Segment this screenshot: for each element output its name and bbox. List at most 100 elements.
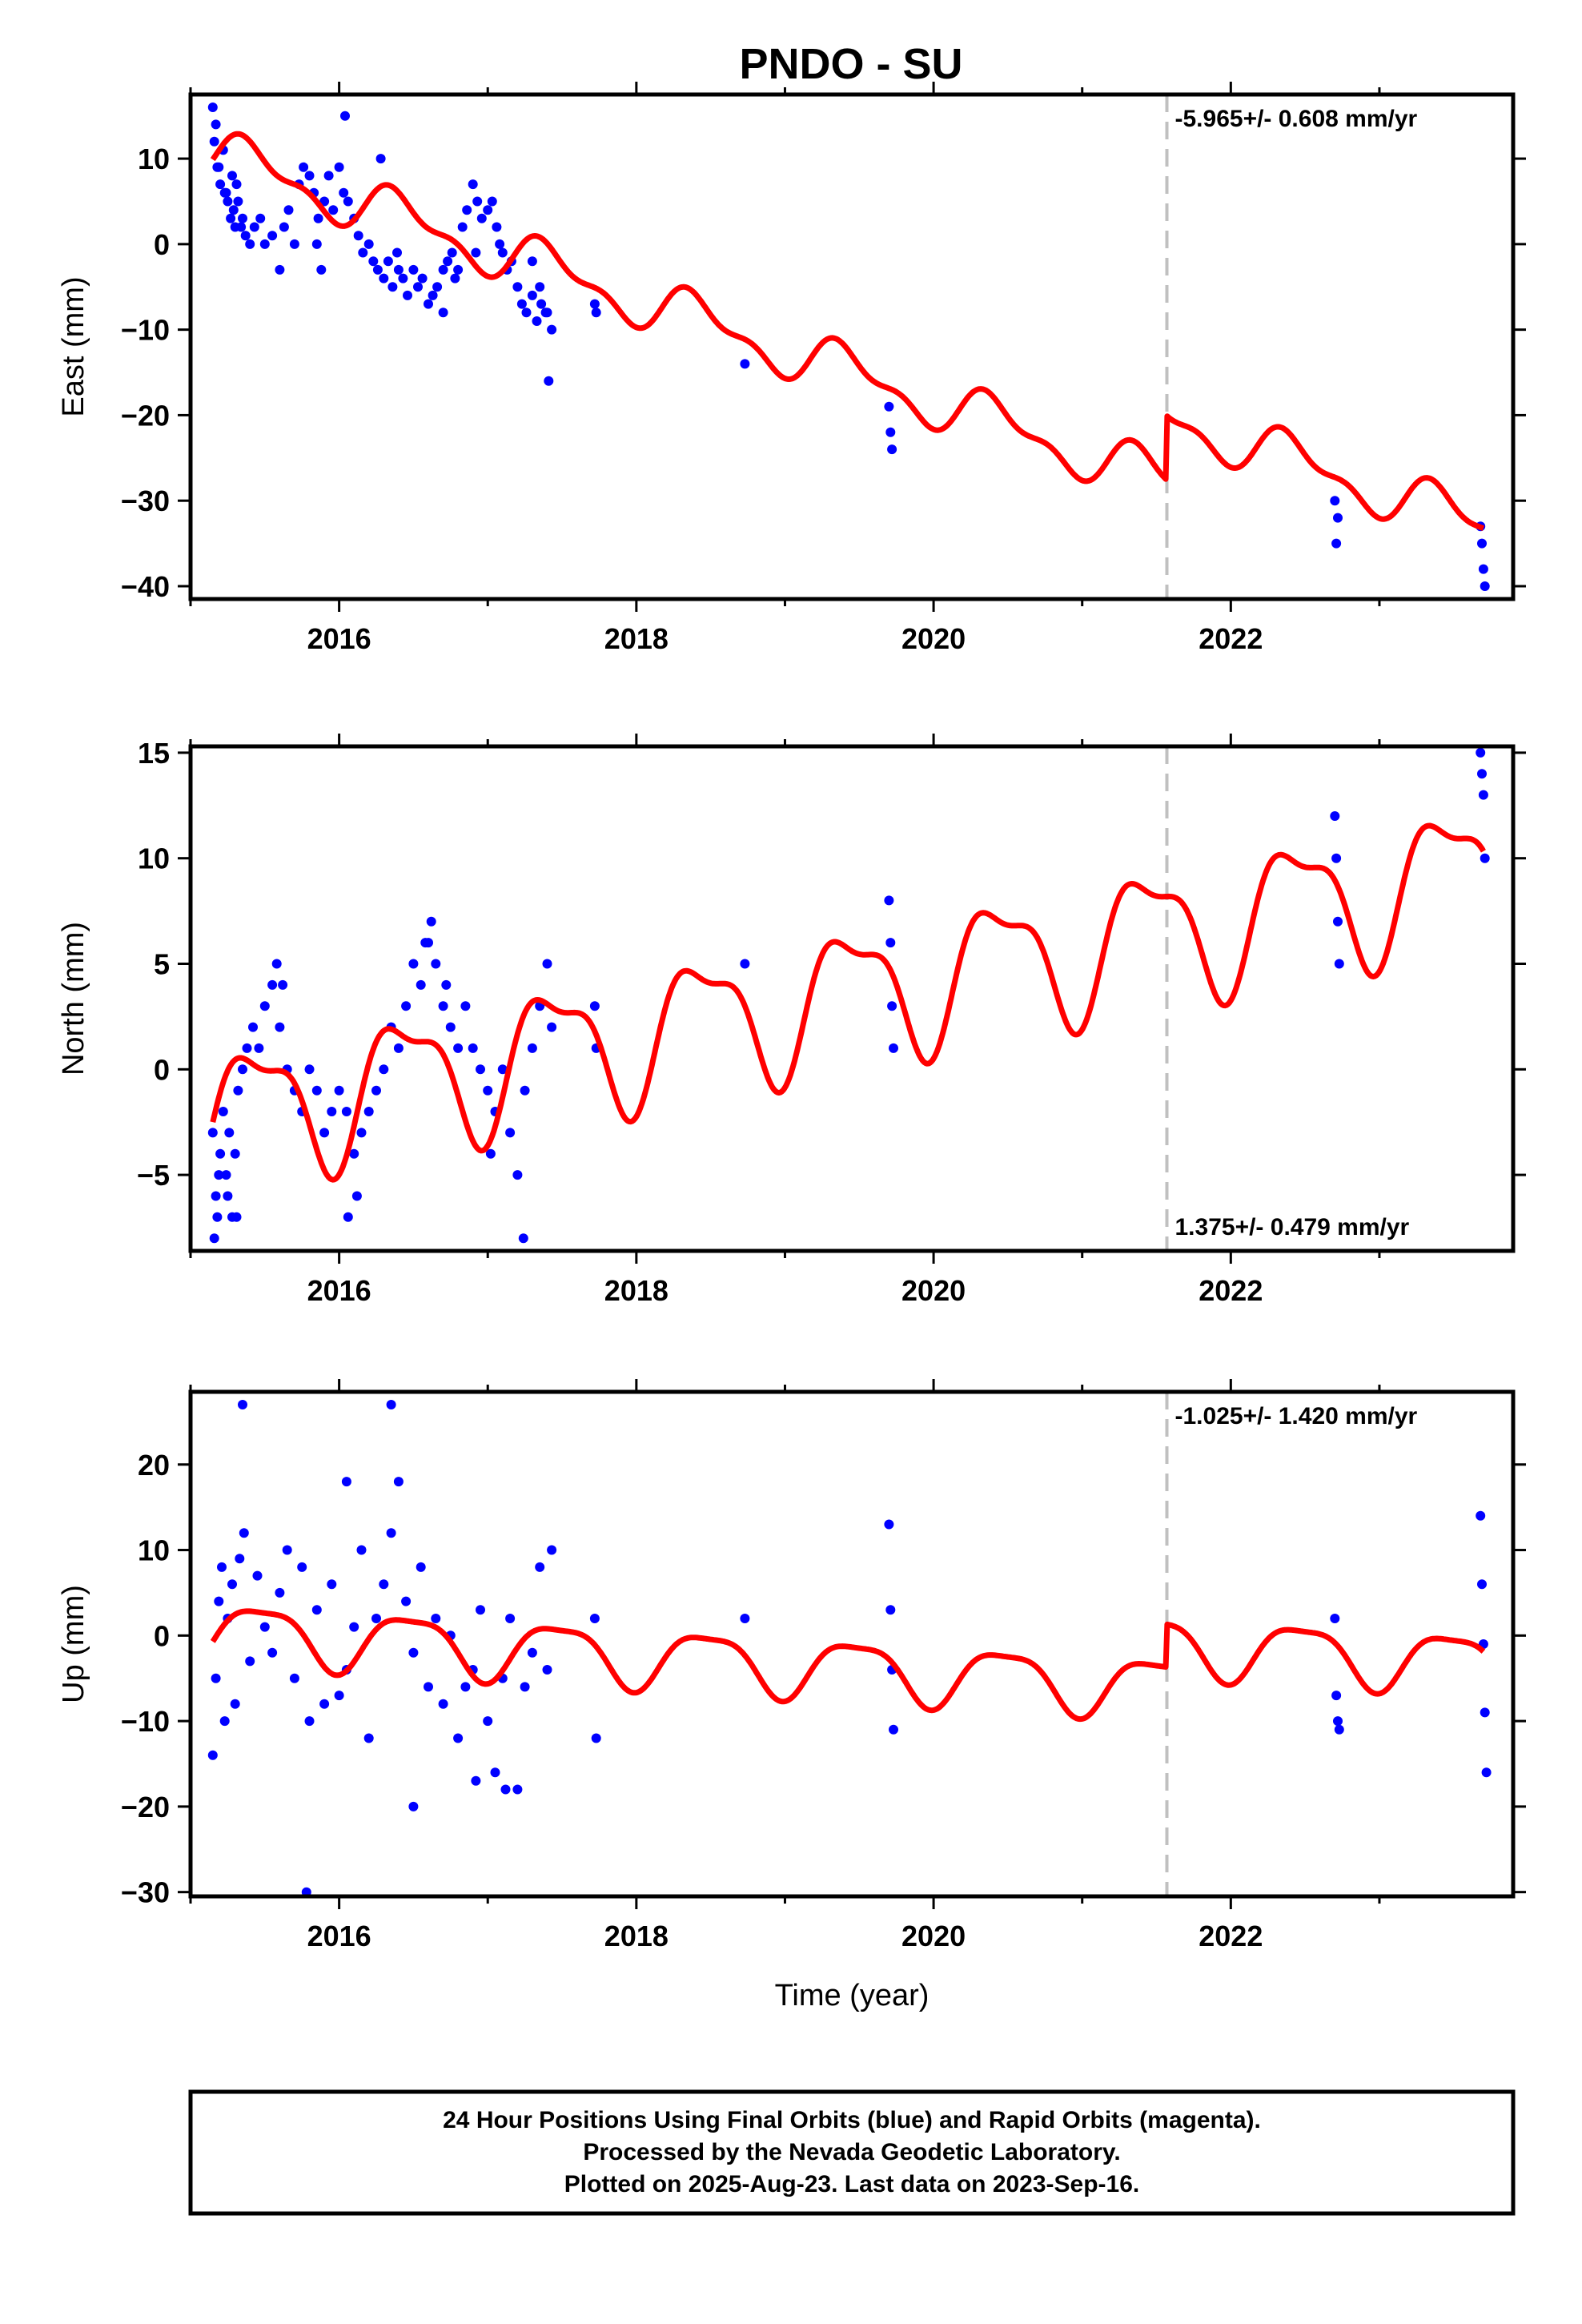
y-tick-label: −10 [121,314,170,347]
y-tick-label: 20 [138,1449,170,1482]
data-point [416,1562,426,1572]
data-point [417,273,428,283]
data-point [512,1784,523,1795]
data-point [386,1400,396,1409]
data-point [363,1733,374,1743]
data-point [245,239,255,249]
data-point [283,205,294,215]
data-point [334,1085,344,1096]
y-tick-label: 5 [154,948,170,981]
data-point [521,308,532,318]
data-point [207,103,218,112]
y-tick-label: 15 [138,737,170,770]
data-point [483,1085,493,1096]
data-point [1478,790,1488,800]
data-point [386,1528,396,1538]
data-point [224,1128,235,1138]
data-point [209,136,219,147]
data-point [371,1085,381,1096]
data-point [259,1622,270,1632]
rate-label: -5.965+/- 0.608 mm/yr [1175,106,1418,132]
plot-frame [188,744,1516,1253]
data-point [1333,513,1343,523]
data-point [547,1022,557,1032]
data-point [408,959,419,969]
data-point [547,324,557,335]
footer-line-2: Processed by the Nevada Geodetic Laborat… [583,2139,1120,2165]
data-point [495,239,505,249]
data-point [885,427,896,437]
data-point [259,239,270,249]
data-point [443,256,453,267]
data-point [457,222,468,232]
data-point [327,1579,337,1590]
data-point [214,1170,224,1180]
panel-east: 2016 2018 2020 2022 −40 −30 −20 −10 0 10 East (mm)… [57,82,1526,655]
data-point [311,1605,322,1615]
data-point [245,1656,255,1667]
data-point [242,1043,252,1053]
data-point [426,916,436,927]
rate-label: 1.375+/- 0.479 mm/yr [1175,1214,1410,1240]
data-point [231,1212,242,1222]
data-point [209,1233,219,1244]
x-tick-label: 2018 [604,622,669,655]
data-point [248,1022,258,1032]
data-point [214,162,224,172]
data-point [356,1545,367,1555]
data-point [438,1699,448,1709]
data-point [485,1148,496,1159]
data-point [349,1148,359,1159]
data-point [1481,1767,1492,1778]
data-point [368,256,379,267]
data-point [497,247,508,258]
y-tick-label: 0 [154,1619,170,1652]
y-tick-label: −10 [121,1705,170,1738]
data-point [1330,1614,1340,1623]
data-point [279,222,289,232]
data-point [236,222,247,232]
data-point [363,1107,374,1116]
data-point [884,895,894,906]
data-point [387,282,398,292]
data-point [392,247,402,258]
data-point [483,1716,493,1727]
data-point [297,1562,307,1572]
data-point [233,1085,243,1096]
data-point [240,231,251,241]
data-point [271,959,282,969]
data-point [589,1001,600,1011]
data-point [1476,747,1486,758]
model-curve [210,1608,1486,1723]
y-tick-label: −30 [121,1876,170,1909]
x-tick-label: 2020 [901,1274,966,1307]
data-point [500,1784,511,1795]
data-point [316,264,327,275]
data-point [432,282,443,292]
data-point [267,979,278,990]
data-point [1330,811,1340,821]
data-point [238,1064,247,1075]
data-point [453,1043,464,1053]
data-point [438,308,448,318]
data-point [339,187,349,198]
data-point [328,205,339,215]
data-point [453,264,464,275]
data-point [885,938,896,948]
data-point [401,1596,412,1606]
data-point [527,290,537,300]
data-point [591,308,601,318]
data-point [527,1647,537,1658]
data-points-up [207,1400,1492,1896]
data-point [289,239,299,249]
data-point [282,1545,292,1555]
footer-frame [188,2089,1516,2216]
data-point [363,239,374,249]
data-point [299,162,309,172]
data-point [887,1001,897,1011]
x-axis-label: Time (year) [775,1979,930,2012]
footer-line-3: Plotted on 2025-Aug-23. Last data on 202… [564,2171,1140,2197]
data-point [1331,853,1342,863]
y-tick-label: −5 [137,1159,170,1192]
